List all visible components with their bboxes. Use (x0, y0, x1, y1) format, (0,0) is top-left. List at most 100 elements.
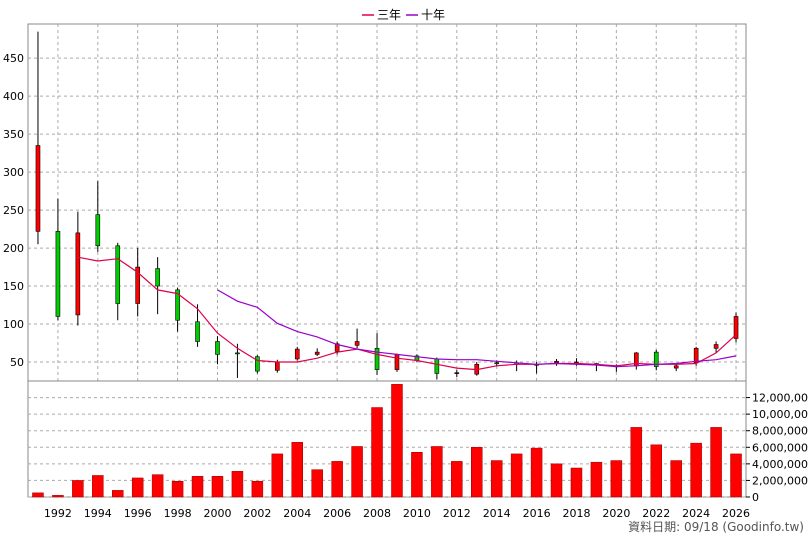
x-tick-label: 2010 (403, 507, 431, 520)
x-tick-label: 2004 (283, 507, 311, 520)
volume-bar (72, 480, 84, 498)
volume-y-tick-label: 0 (752, 491, 759, 504)
candle-body (494, 362, 499, 365)
volume-y-tick-label: 2,000,000 (752, 474, 808, 487)
volume-y-tick-label: 4,000,000 (752, 458, 808, 471)
candle-body (554, 360, 559, 364)
volume-y-tick-label: 12,000,000 (752, 392, 808, 405)
x-tick-label: 2008 (363, 507, 391, 520)
x-tick-label: 2018 (562, 507, 590, 520)
volume-bar (52, 495, 64, 498)
candle-body (175, 289, 180, 321)
candle-body (394, 354, 400, 370)
volume-bar (570, 467, 583, 498)
legend: 三年 十年 (362, 8, 445, 22)
candle-body (374, 348, 380, 370)
x-tick-label: 2024 (682, 507, 710, 520)
candle-body (693, 348, 699, 364)
x-tick-label: 2016 (523, 507, 551, 520)
price-y-tick-label: 50 (10, 356, 24, 369)
volume-bar (151, 474, 164, 498)
legend-label-3y: 三年 (377, 8, 401, 22)
volume-bar (690, 442, 702, 498)
volume-bar (530, 447, 543, 498)
candle-body (653, 351, 659, 367)
candle-body (35, 145, 41, 232)
volume-bar (490, 460, 503, 498)
ma-10y-line (217, 289, 737, 368)
x-tick-label: 2020 (602, 507, 630, 520)
volume-bar (291, 442, 303, 498)
candle-body (195, 321, 200, 342)
volume-bar (391, 384, 403, 498)
volume-bar (371, 407, 383, 498)
volume-y-tick-label: 10,000,000 (752, 408, 808, 421)
price-panel: 1992 1994 1996 1998 2000 2002 2004 2006 2008 2010… (3, 23, 750, 520)
candle-body (255, 356, 260, 372)
volume-plot-area (27, 380, 747, 498)
x-tick-label: 1998 (164, 507, 192, 520)
candle-body (55, 231, 61, 317)
price-y-tick-label: 200 (3, 242, 24, 255)
x-tick-label: 2002 (243, 507, 271, 520)
volume-panel: 0 2,000,000 4,000,000 6,000,000 8,000,000 10,… (27, 380, 808, 504)
candle-body (115, 245, 121, 304)
x-tick-label: 1992 (44, 507, 72, 520)
volume-bar (271, 453, 284, 498)
volume-bar (550, 463, 563, 498)
volume-bar (92, 475, 104, 498)
price-y-tick-label: 250 (3, 204, 24, 217)
volume-y-tick-label: 6,000,000 (752, 441, 808, 454)
candle-body (733, 316, 739, 339)
volume-bar (251, 481, 264, 498)
x-tick-label: 2026 (722, 507, 750, 520)
volume-bar (311, 469, 323, 498)
candle-body (275, 361, 280, 371)
volume-bar (112, 490, 124, 498)
candle-body (135, 266, 140, 304)
price-y-tick-label: 150 (3, 280, 24, 293)
volume-bar (590, 461, 603, 498)
x-tick-label: 1996 (124, 507, 152, 520)
x-tick-label: 2014 (483, 507, 511, 520)
x-tick-label: 2000 (203, 507, 231, 520)
x-tick-label: 2022 (642, 507, 670, 520)
legend-label-10y: 十年 (421, 8, 445, 22)
volume-bar (411, 452, 423, 498)
volume-bar (471, 447, 483, 498)
price-plot-area (27, 23, 747, 382)
candle-body (235, 352, 240, 355)
volume-bar (351, 446, 363, 498)
price-y-tick-label: 100 (3, 318, 24, 331)
volume-bar (451, 461, 463, 498)
candle-body (334, 343, 340, 352)
volume-bar (211, 476, 224, 498)
candle-body (75, 232, 81, 316)
volume-bar (331, 461, 343, 498)
candle-body (574, 361, 579, 364)
volume-bar (710, 427, 722, 498)
volume-bar (650, 444, 662, 498)
volume-bar (630, 427, 643, 498)
volume-bar (191, 476, 204, 498)
x-tick-label: 1994 (84, 507, 112, 520)
volume-bar (730, 453, 742, 498)
candle-body (314, 351, 320, 355)
candle-body (713, 344, 719, 349)
x-tick-label: 2006 (323, 507, 351, 520)
ma-3y-line (77, 256, 737, 371)
price-y-tick-label: 400 (3, 90, 24, 103)
candle-body (454, 372, 460, 374)
volume-bar (131, 477, 144, 498)
candle-body (155, 268, 160, 287)
data-date-note: 資料日期: 09/18 (Goodinfo.tw) (628, 520, 804, 534)
volume-bar (231, 471, 244, 498)
candle-body (215, 341, 220, 355)
candle-body (673, 365, 679, 369)
price-y-tick-label: 450 (3, 52, 24, 65)
price-y-tick-label: 300 (3, 166, 24, 179)
volume-bar (610, 460, 623, 498)
volume-bar (32, 492, 44, 498)
volume-y-tick-label: 8,000,000 (752, 425, 808, 438)
